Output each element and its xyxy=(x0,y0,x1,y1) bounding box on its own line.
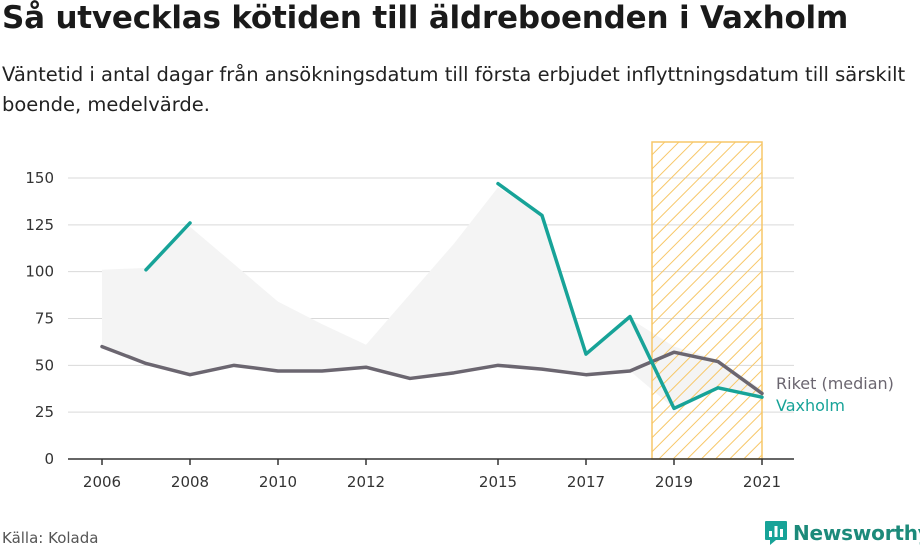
x-tick-label: 2008 xyxy=(171,473,209,491)
x-tick-label: 2010 xyxy=(259,473,297,491)
y-axis-ticks: 0 25 50 75 100 125 150 xyxy=(25,169,54,468)
x-tick-label: 2012 xyxy=(347,473,385,491)
y-tick-label: 0 xyxy=(44,450,54,468)
y-tick-label: 100 xyxy=(25,263,54,281)
x-tick-label: 2015 xyxy=(479,473,517,491)
brand-logo: Newsworthy xyxy=(764,520,920,546)
y-tick-label: 125 xyxy=(25,216,54,234)
y-tick-label: 150 xyxy=(25,169,54,187)
range-band xyxy=(102,187,762,409)
x-tick-label: 2019 xyxy=(655,473,693,491)
x-tick-label: 2017 xyxy=(567,473,605,491)
y-tick-label: 75 xyxy=(35,310,54,328)
x-tick-label: 2006 xyxy=(83,473,121,491)
series-lines xyxy=(100,181,764,411)
y-tick-label: 25 xyxy=(35,403,54,421)
source-note: Källa: Kolada xyxy=(2,529,99,547)
legend-label-riket: Riket (median) xyxy=(776,374,894,393)
chart-subtitle: Väntetid i antal dagar från ansökningsda… xyxy=(2,63,906,116)
x-axis-ticks: 2006 2008 2010 2012 2015 2017 2019 2021 xyxy=(83,459,781,491)
y-tick-label: 50 xyxy=(35,356,54,374)
brand-name: Newsworthy xyxy=(793,521,920,545)
vaxholm-line xyxy=(144,181,764,411)
x-tick-label: 2021 xyxy=(743,473,781,491)
series-labels: Riket (median) Vaxholm xyxy=(776,374,894,415)
legend-label-vaxholm: Vaxholm xyxy=(776,396,845,415)
newsworthy-icon xyxy=(765,521,787,545)
chart-title: Så utvecklas kötiden till äldreboenden i… xyxy=(2,0,849,36)
highlight-period xyxy=(651,141,763,460)
